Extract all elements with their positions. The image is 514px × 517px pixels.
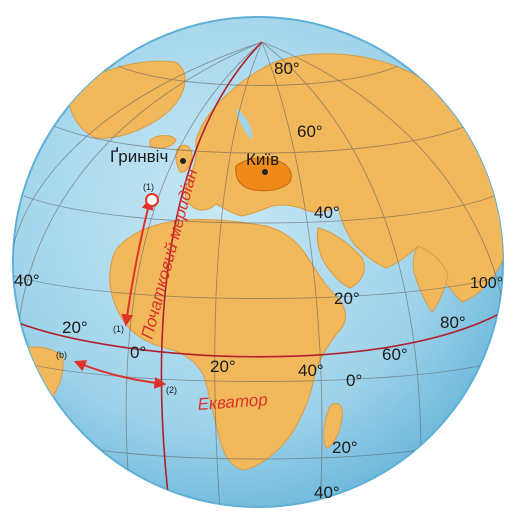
land-india [412, 245, 449, 313]
equator-label: Екватор [197, 390, 268, 414]
marker-lat-top: (1) [143, 182, 154, 192]
kyiv-label: Київ [246, 150, 279, 169]
kyiv-point [262, 169, 268, 175]
greenwich-label: Ґринвіч [110, 147, 168, 166]
lat-0-label: 0° [346, 371, 362, 390]
lon-80e-label: 80° [440, 313, 466, 332]
lon-40w-label: 40° [14, 271, 40, 290]
sample-point [145, 193, 159, 207]
prime-meridian-line [160, 41, 263, 507]
land-madagascar [323, 403, 343, 449]
marker-lon-right: (2) [166, 385, 177, 395]
longitude-labels: 40° 20° 0° 20° 40° 60° 80° 100° [14, 271, 503, 380]
graticule [13, 41, 503, 507]
greenwich-point [180, 158, 186, 164]
longitude-arrow [73, 360, 167, 389]
lon-0-label: 0° [130, 343, 146, 362]
land-arabia [316, 227, 365, 289]
land-eurasia [184, 53, 503, 303]
marker-lat-bottom: (1) [113, 324, 124, 334]
land-greenland [68, 60, 186, 139]
lon-20e-label: 20° [210, 357, 236, 376]
lat-60-label: 60° [297, 122, 323, 141]
latitude-labels: 80° 60° 40° 20° 0° 20° 40° [274, 59, 362, 502]
land-africa [109, 218, 347, 471]
lon-20w-label: 20° [62, 318, 88, 337]
lon-60e-label: 60° [382, 345, 408, 364]
latitude-arrow [121, 197, 154, 327]
marker-lon-left: (b) [56, 350, 67, 360]
lat-80-label: 80° [274, 59, 300, 78]
lat-40s-label: 40° [314, 483, 340, 502]
lat-20s-label: 20° [332, 438, 358, 457]
lon-40e-label: 40° [298, 361, 324, 380]
lat-20n-label: 20° [334, 289, 360, 308]
lat-40n-label: 40° [314, 203, 340, 222]
equator-line [15, 311, 503, 358]
land-scandinavia-gap [236, 108, 253, 140]
lon-100e-label: 100° [470, 275, 503, 292]
